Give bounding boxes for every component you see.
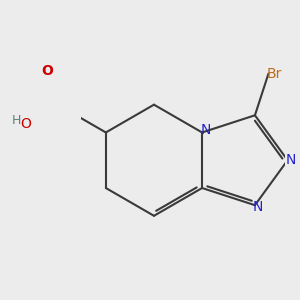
Text: O: O bbox=[41, 64, 53, 78]
Text: O: O bbox=[20, 117, 31, 131]
Text: H: H bbox=[11, 114, 21, 127]
Text: N: N bbox=[253, 200, 263, 214]
Text: N: N bbox=[286, 153, 296, 167]
Text: N: N bbox=[201, 123, 211, 137]
Text: Br: Br bbox=[267, 67, 282, 81]
